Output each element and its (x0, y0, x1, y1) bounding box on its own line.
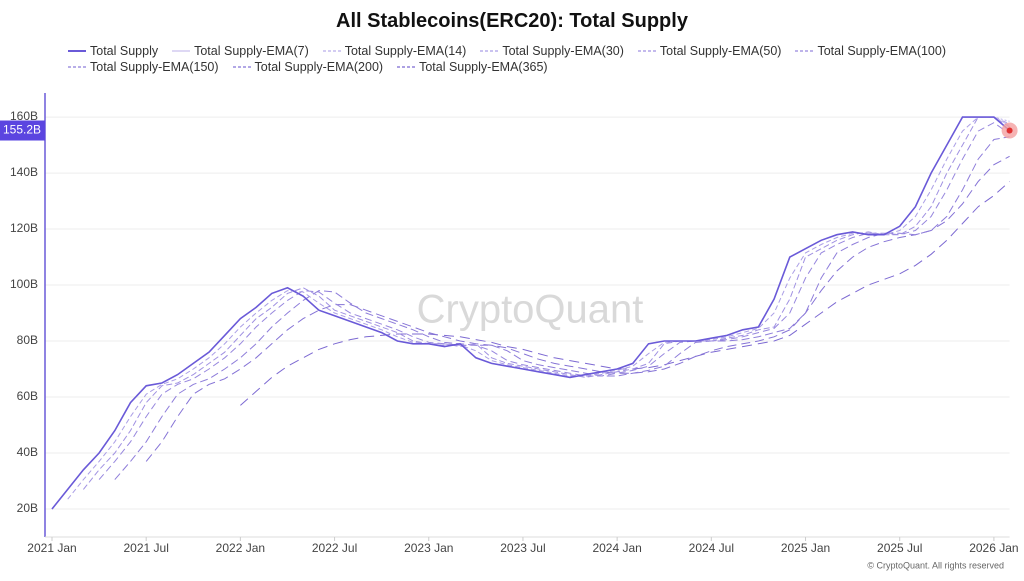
series-line (98, 122, 1010, 480)
series-line (51, 116, 1011, 510)
legend-item[interactable]: Total Supply-EMA(200) (232, 60, 384, 74)
legend-item[interactable]: Total Supply-EMA(30) (480, 44, 624, 58)
x-tick-label: 2021 Jul (124, 541, 169, 555)
y-tick-label: 20B (17, 501, 38, 515)
series-line (240, 181, 1010, 406)
legend-swatch (397, 66, 416, 68)
legend-swatch (322, 50, 341, 52)
footer: © CryptoQuant. All rights reserved (867, 560, 1004, 570)
legend-swatch (637, 50, 656, 52)
chart-title: All Stablecoins(ERC20): Total Supply (336, 10, 688, 32)
legend-item[interactable]: Total Supply-EMA(365) (397, 60, 548, 74)
legend-label: Total Supply-EMA(100) (817, 44, 946, 58)
legend-item[interactable]: Total Supply-EMA(14) (322, 44, 467, 58)
x-tick-label: 2022 Jan (216, 541, 265, 555)
legend: Total Supply Total Supply-EMA(7) Total Sup… (68, 44, 968, 74)
legend-label: Total Supply-EMA(50) (659, 44, 782, 58)
legend-label: Total Supply-EMA(14) (344, 44, 467, 58)
series-line (145, 155, 1010, 462)
x-tick-label: 2026 Jan (969, 541, 1018, 555)
series-line (83, 116, 1010, 490)
x-tick-label: 2022 Jul (312, 541, 357, 555)
legend-swatch (232, 66, 251, 68)
x-tick-label: 2021 Jan (27, 541, 76, 555)
y-tick-label: 60B (17, 389, 38, 403)
legend-swatch (480, 50, 499, 52)
y-tick-label: 160B (10, 109, 38, 123)
legend-swatch (68, 50, 86, 52)
x-tick-label: 2023 Jul (500, 541, 545, 555)
x-tick-label: 2025 Jul (877, 541, 922, 555)
legend-label: Total Supply-EMA(200) (254, 60, 384, 74)
legend-swatch (68, 66, 86, 68)
legend-item[interactable]: Total Supply-EMA(150) (68, 60, 219, 74)
current-point (1006, 127, 1013, 134)
legend-label: Total Supply-EMA(7) (194, 44, 309, 58)
watermark: CryptoQuant (417, 288, 644, 332)
legend-label: Total Supply-EMA(30) (502, 44, 624, 58)
legend-swatch (172, 50, 191, 52)
y-tick-label: 40B (17, 445, 38, 459)
x-tick-label: 2024 Jul (689, 541, 734, 555)
x-tick-label: 2024 Jan (592, 541, 641, 555)
y-tick-label: 80B (17, 333, 38, 347)
legend-label: Total Supply-EMA(365) (419, 60, 548, 74)
current-label: 155.2B (3, 123, 41, 137)
series-line (114, 136, 1010, 480)
current-badge (0, 120, 45, 141)
x-tick-label: 2025 Jan (781, 541, 830, 555)
legend-item[interactable]: Total Supply-EMA(50) (637, 44, 782, 58)
x-tick-label: 2023 Jan (404, 541, 453, 555)
y-tick-label: 100B (10, 277, 38, 291)
series-line (67, 116, 1010, 500)
legend-swatch (795, 50, 814, 52)
y-tick-label: 140B (10, 165, 38, 179)
legend-label: Total Supply-EMA(150) (90, 60, 219, 74)
legend-label: Total Supply (90, 44, 159, 58)
legend-item[interactable]: Total Supply (68, 44, 158, 58)
legend-item[interactable]: Total Supply-EMA(7) (172, 44, 309, 58)
legend-item[interactable]: Total Supply-EMA(100) (795, 44, 946, 58)
y-tick-label: 120B (10, 221, 38, 235)
